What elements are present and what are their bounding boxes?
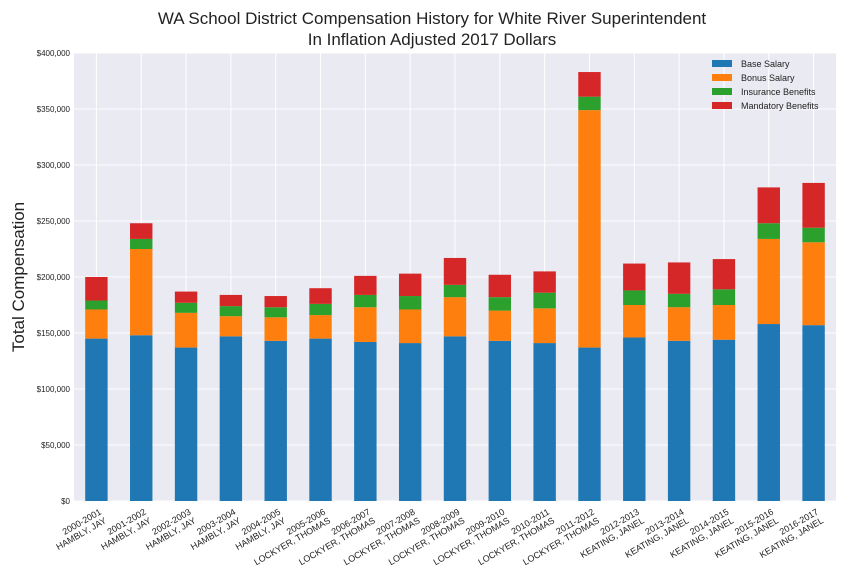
bar-segment bbox=[219, 294, 243, 307]
bar-segment bbox=[623, 263, 646, 291]
bar-segment bbox=[757, 187, 780, 224]
bar-segment bbox=[264, 296, 287, 308]
bar-segment bbox=[354, 307, 377, 342]
bar-segment bbox=[443, 257, 467, 285]
y-tick-label: $0 bbox=[61, 497, 70, 506]
bar-segment bbox=[398, 296, 422, 310]
bar-segment bbox=[354, 294, 377, 308]
y-axis-ticks: $0 $50,000 $100,000 $150,000 $200,000 $250,00… bbox=[37, 49, 71, 506]
y-tick-label: $200,000 bbox=[37, 273, 71, 282]
y-tick-label: $150,000 bbox=[37, 329, 71, 338]
bar-segment bbox=[398, 343, 422, 501]
legend-label: Base Salary bbox=[741, 59, 790, 69]
bar-segment bbox=[85, 309, 108, 339]
bar-segment bbox=[354, 275, 377, 295]
bar-segment bbox=[757, 238, 780, 325]
bar-segment bbox=[174, 302, 198, 313]
bar-segment bbox=[264, 317, 287, 341]
legend-swatch bbox=[712, 88, 732, 95]
legend-swatch bbox=[712, 60, 732, 67]
y-axis-label: Total Compensation bbox=[9, 202, 28, 352]
bar-segment bbox=[264, 340, 287, 501]
bar-segment bbox=[174, 291, 198, 303]
bar-segment bbox=[667, 262, 691, 294]
chart-subtitle: In Inflation Adjusted 2017 Dollars bbox=[307, 30, 557, 49]
bar-segment bbox=[533, 343, 556, 501]
bar-segment bbox=[488, 274, 512, 298]
bar-segment bbox=[712, 289, 736, 305]
bar-segment bbox=[85, 300, 108, 310]
bar-segment bbox=[309, 338, 332, 501]
bar-segment bbox=[130, 223, 153, 239]
bar-segment bbox=[802, 227, 825, 243]
bar-segment bbox=[219, 306, 243, 317]
y-tick-label: $300,000 bbox=[37, 161, 71, 170]
bar-segment bbox=[712, 259, 736, 290]
bar-segment bbox=[533, 271, 556, 293]
bar-segment bbox=[578, 72, 601, 97]
bar-segment bbox=[667, 307, 691, 341]
bar-segment bbox=[667, 293, 691, 308]
legend-swatch bbox=[712, 74, 732, 81]
bar-segment bbox=[578, 110, 601, 348]
legend-swatch bbox=[712, 102, 732, 109]
bar-segment bbox=[309, 315, 332, 339]
bar-segment bbox=[667, 340, 691, 501]
bar-segment bbox=[354, 341, 377, 501]
bar-segment bbox=[533, 308, 556, 344]
bar-segment bbox=[219, 336, 243, 501]
y-tick-label: $50,000 bbox=[41, 441, 70, 450]
bar-segment bbox=[488, 340, 512, 501]
bar-segment bbox=[443, 284, 467, 298]
bar-segment bbox=[85, 338, 108, 501]
bar-segment bbox=[309, 288, 332, 304]
bar-segment bbox=[623, 337, 646, 501]
bar-segment bbox=[130, 335, 153, 501]
legend: Base Salary Bonus Salary Insurance Benefit… bbox=[712, 59, 819, 111]
legend-label: Bonus Salary bbox=[741, 73, 795, 83]
bar-segment bbox=[623, 305, 646, 338]
bar-segment bbox=[85, 277, 108, 301]
bar-segment bbox=[443, 336, 467, 501]
y-tick-label: $400,000 bbox=[37, 49, 71, 58]
bar-segment bbox=[578, 96, 601, 111]
bar-segment bbox=[712, 339, 736, 501]
bar-segment bbox=[309, 303, 332, 316]
bar-segment bbox=[578, 347, 601, 501]
bar-segment bbox=[219, 316, 243, 337]
chart-title: WA School District Compensation History … bbox=[157, 9, 707, 28]
bar-segment bbox=[802, 242, 825, 326]
bar-segment bbox=[264, 307, 287, 318]
bar-segment bbox=[802, 325, 825, 501]
y-tick-label: $250,000 bbox=[37, 217, 71, 226]
bar-segment bbox=[757, 324, 780, 501]
legend-label: Mandatory Benefits bbox=[741, 101, 819, 111]
bar-segment bbox=[533, 292, 556, 309]
bar-segment bbox=[488, 297, 512, 311]
bar-segment bbox=[443, 297, 467, 337]
bar-segment bbox=[757, 223, 780, 239]
legend-label: Insurance Benefits bbox=[741, 87, 816, 97]
bar-segment bbox=[130, 249, 153, 336]
bar-segment bbox=[398, 273, 422, 297]
y-tick-label: $100,000 bbox=[37, 385, 71, 394]
bar-segment bbox=[174, 312, 198, 348]
bar-segment bbox=[802, 182, 825, 228]
bar-segment bbox=[398, 309, 422, 344]
bar-segment bbox=[623, 290, 646, 305]
bar-segment bbox=[130, 238, 153, 249]
bar-segment bbox=[488, 310, 512, 341]
bars bbox=[85, 72, 825, 501]
bar-segment bbox=[174, 347, 198, 501]
bar-segment bbox=[712, 305, 736, 340]
y-tick-label: $350,000 bbox=[37, 105, 71, 114]
